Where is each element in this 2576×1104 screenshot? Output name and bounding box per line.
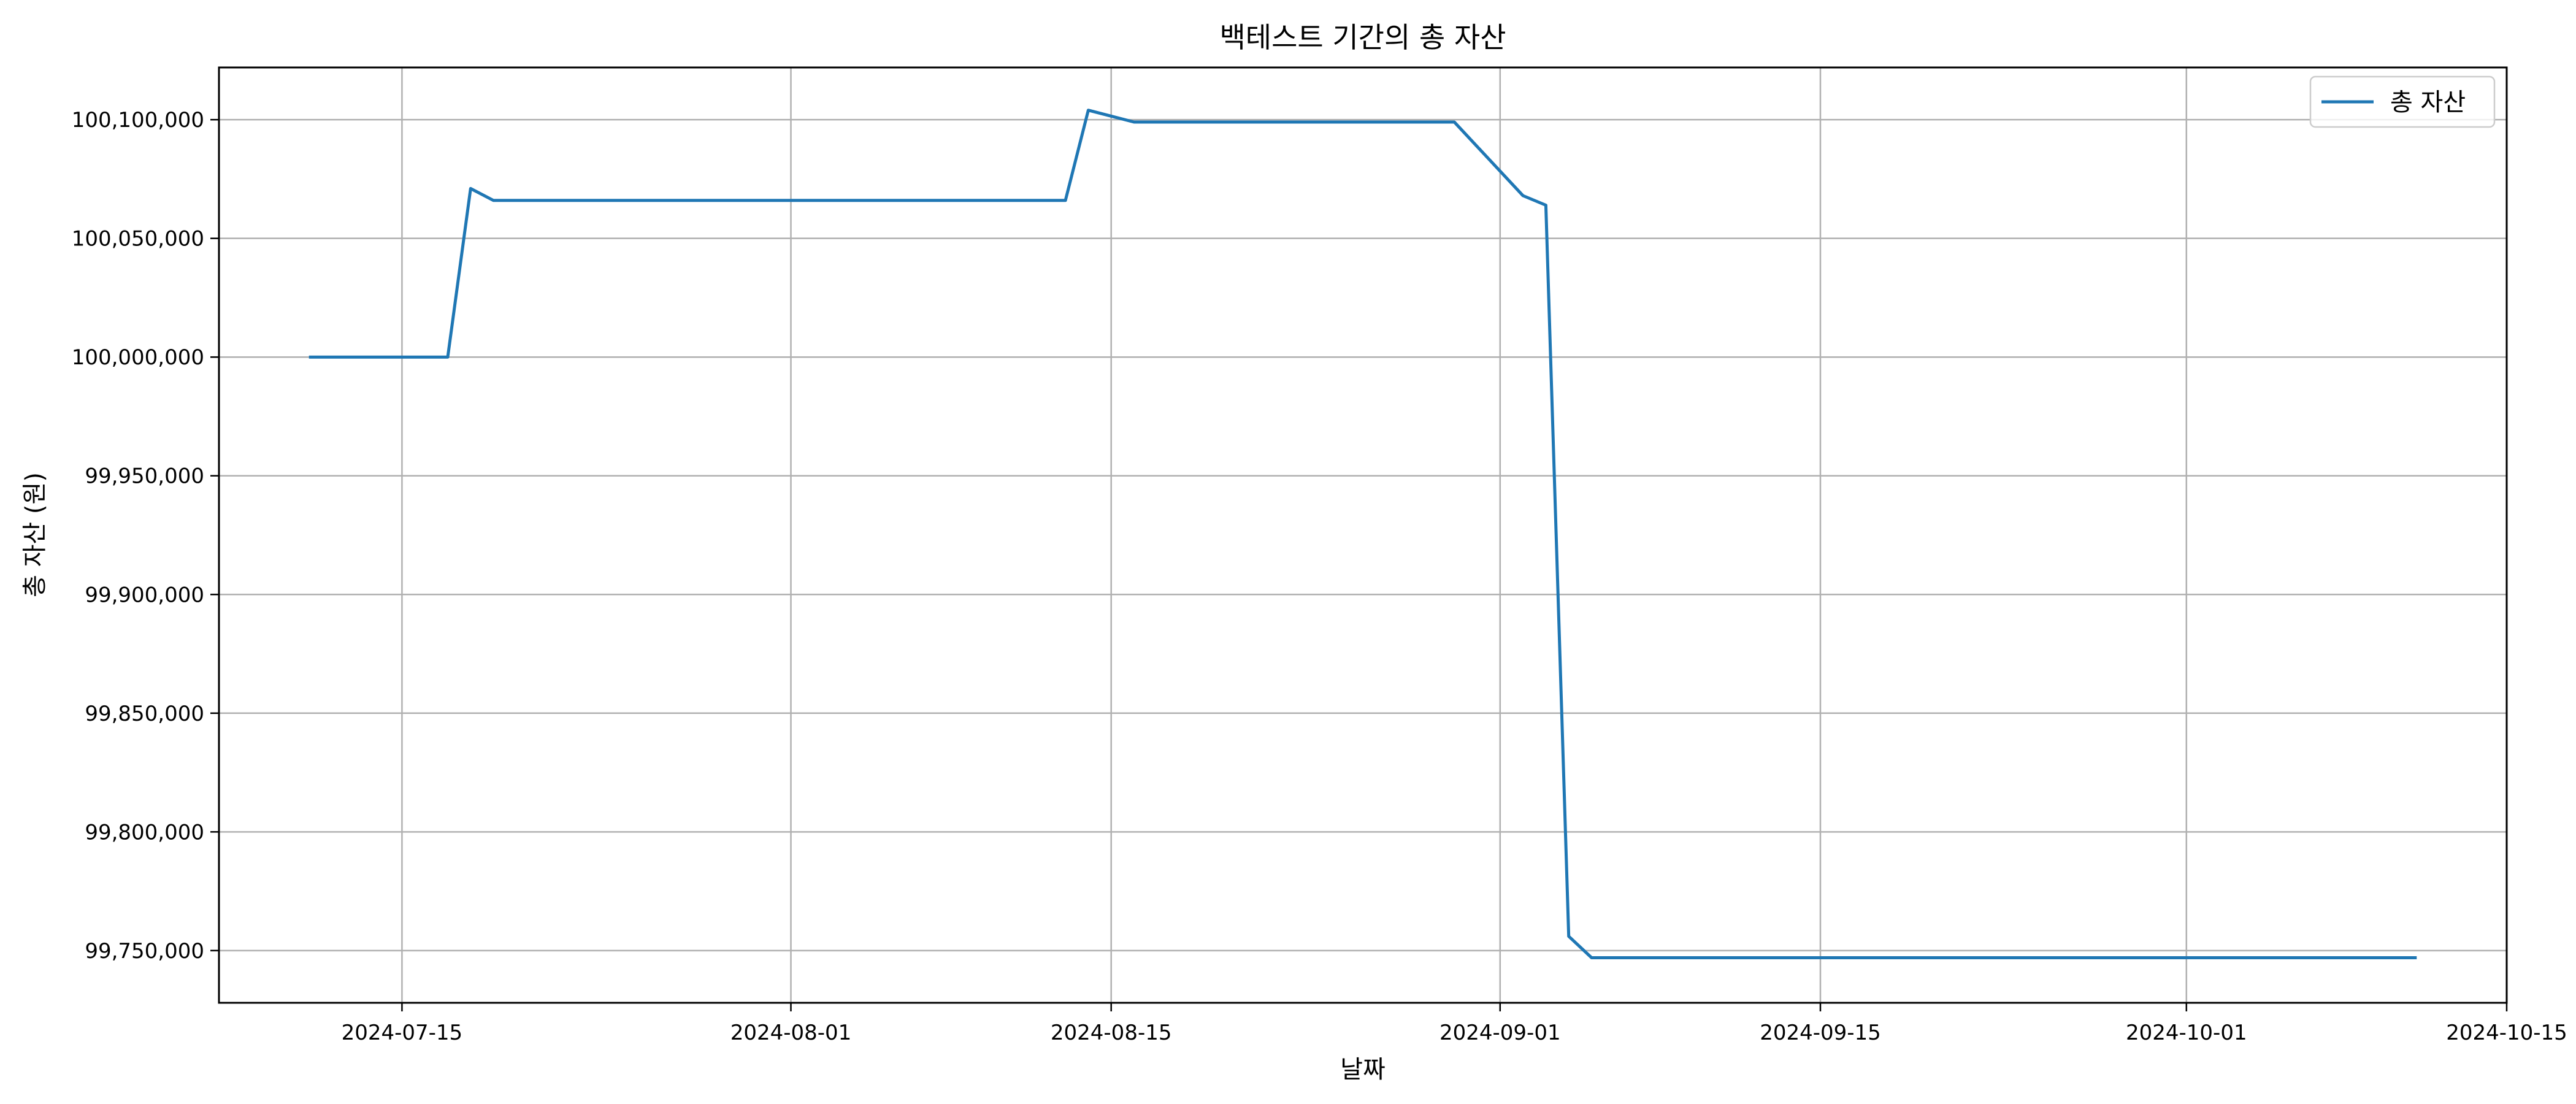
x-tick-label: 2024-09-15 [1760, 1021, 1881, 1045]
legend-label: 총 자산 [2390, 88, 2466, 117]
ticks: 2024-07-15 2024-08-01 2024-08-15 2024-09-01… [72, 108, 2567, 1045]
chart-title: 백테스트 기간의 총 자산 [1219, 21, 1506, 54]
y-tick-label: 100,000,000 [72, 345, 204, 370]
x-tick-label: 2024-10-15 [2446, 1021, 2567, 1045]
plot-frame [218, 66, 2508, 1004]
y-tick-label: 100,100,000 [72, 108, 204, 132]
y-tick-label: 99,900,000 [85, 583, 204, 607]
grid [219, 67, 2508, 1003]
plot-background [219, 67, 2507, 1003]
x-tick-label: 2024-07-15 [342, 1021, 463, 1045]
y-axis-label: 총 자산 (원) [21, 472, 49, 597]
x-axis-label: 날짜 [1340, 1056, 1386, 1084]
y-tick-label: 99,950,000 [85, 464, 204, 489]
y-tick-label: 99,850,000 [85, 702, 204, 726]
x-tick-label: 2024-08-01 [730, 1021, 852, 1045]
x-tick-label: 2024-09-01 [1439, 1021, 1561, 1045]
x-tick-label: 2024-08-15 [1051, 1021, 1172, 1045]
x-tick-label: 2024-10-01 [2126, 1021, 2247, 1045]
y-tick-label: 99,800,000 [85, 820, 204, 845]
y-tick-label: 99,750,000 [85, 939, 204, 964]
legend-box [2309, 75, 2496, 128]
legend: 총 자산 [2309, 75, 2496, 128]
y-tick-label: 100,050,000 [72, 227, 204, 251]
series-layer [309, 109, 2417, 959]
series-line-total-assets [309, 109, 2417, 959]
